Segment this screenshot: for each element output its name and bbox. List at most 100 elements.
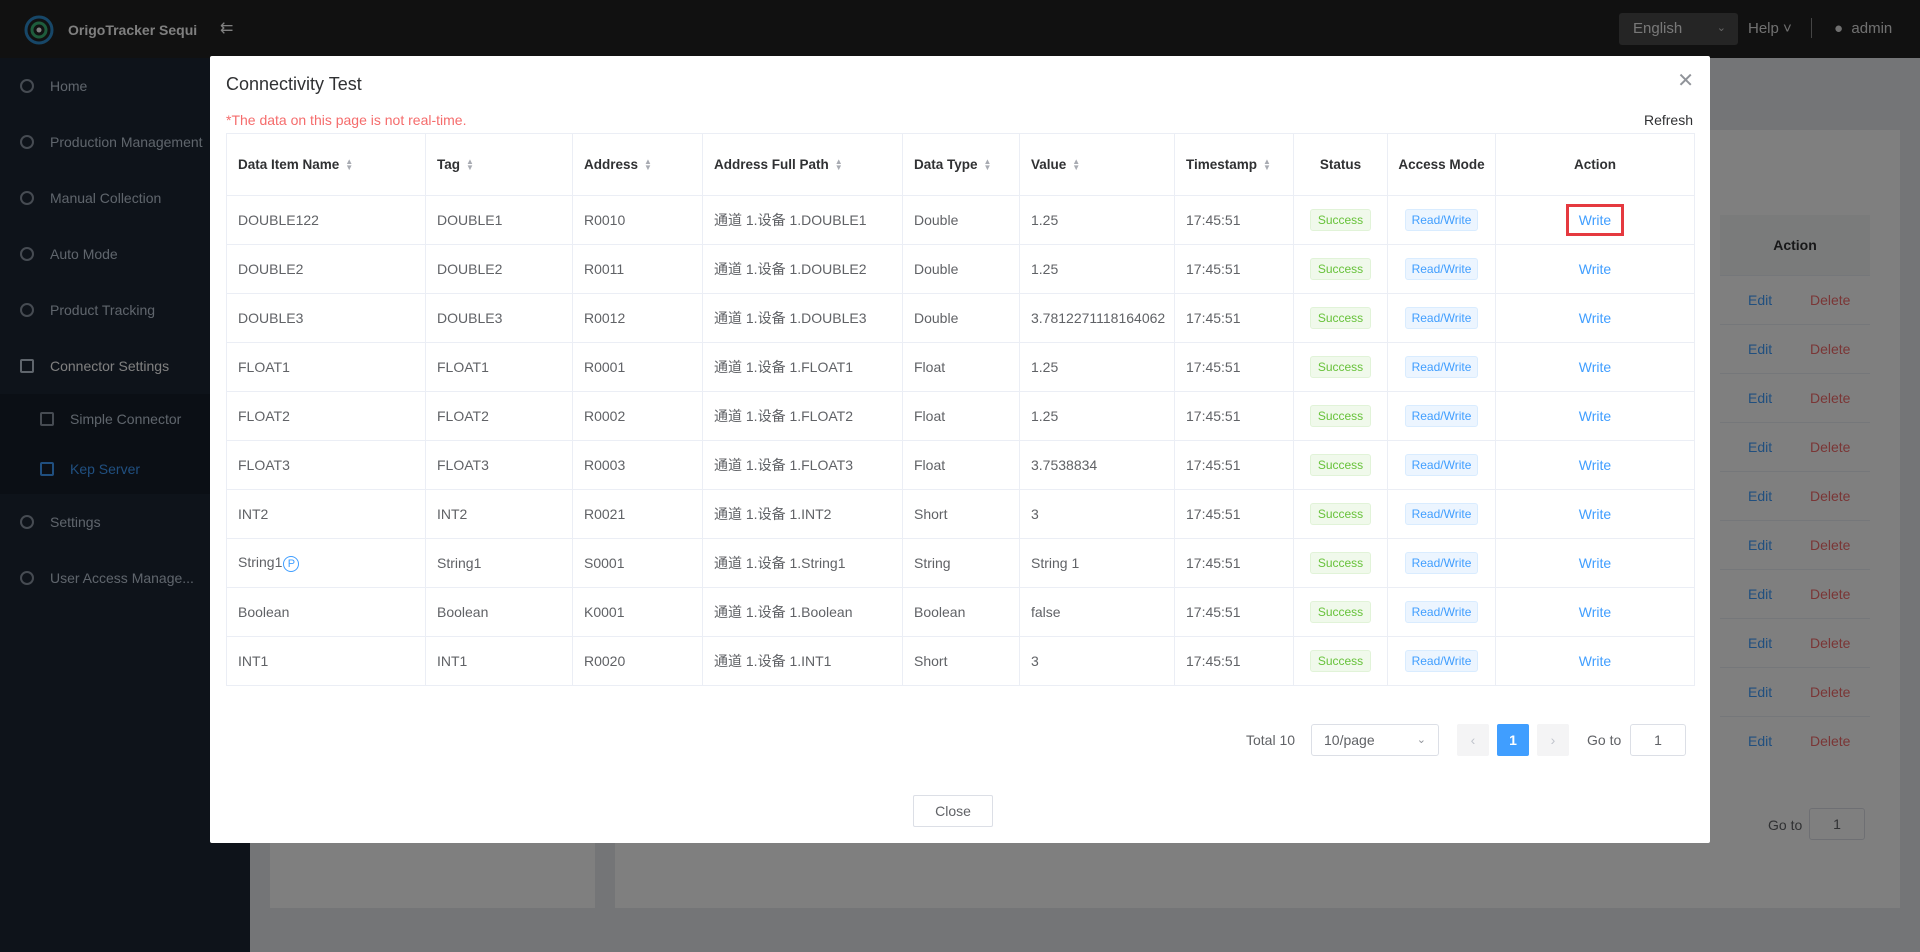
cell-name: DOUBLE2: [226, 244, 426, 294]
col-address-full-path[interactable]: Address Full Path ▲ ▼: [702, 133, 903, 196]
cell-tag: DOUBLE2: [425, 244, 573, 294]
write-button[interactable]: Write: [1578, 310, 1612, 326]
page-size-select[interactable]: 10/page ⌄: [1311, 724, 1439, 756]
cell-address: R0001: [572, 342, 703, 392]
cell-timestamp: 17:45:51: [1174, 489, 1294, 539]
write-button[interactable]: Write: [1578, 653, 1612, 669]
cell-name: DOUBLE3: [226, 293, 426, 343]
access-mode-badge: Read/Write: [1404, 601, 1479, 623]
table-row: DOUBLE122 DOUBLE1 R0010 通道 1.设备 1.DOUBLE1 Do…: [226, 195, 1695, 245]
cell-address: R0012: [572, 293, 703, 343]
cell-tag: DOUBLE1: [425, 195, 573, 245]
cell-data-type: Float: [902, 391, 1020, 441]
cell-address: R0020: [572, 636, 703, 686]
sort-caret-icon[interactable]: ▲ ▼: [1072, 157, 1081, 173]
cell-status: Success: [1293, 195, 1388, 245]
cell-name: FLOAT3: [226, 440, 426, 490]
col-value[interactable]: Value ▲ ▼: [1019, 133, 1175, 196]
write-button[interactable]: Write: [1578, 506, 1612, 522]
cell-tag: FLOAT1: [425, 342, 573, 392]
cell-data-type: Double: [902, 195, 1020, 245]
cell-value: 1.25: [1019, 195, 1175, 245]
refresh-button[interactable]: Refresh: [1643, 112, 1693, 128]
cell-value: String 1: [1019, 538, 1175, 588]
cell-full-path: 通道 1.设备 1.FLOAT1: [702, 342, 903, 392]
cell-action: Write: [1495, 244, 1695, 294]
cell-tag: INT2: [425, 489, 573, 539]
status-badge: Success: [1309, 258, 1372, 280]
dialog-title: Connectivity Test: [226, 74, 362, 94]
sort-caret-icon[interactable]: ▲ ▼: [983, 157, 992, 173]
write-button[interactable]: Write: [1578, 604, 1612, 620]
cell-name: FLOAT1: [226, 342, 426, 392]
access-mode-badge: Read/Write: [1404, 258, 1479, 280]
next-page-button[interactable]: ›: [1537, 724, 1569, 756]
status-badge: Success: [1309, 601, 1372, 623]
close-icon[interactable]: ✕: [1677, 70, 1694, 92]
write-button[interactable]: Write: [1578, 457, 1612, 473]
cell-full-path: 通道 1.设备 1.DOUBLE1: [702, 195, 903, 245]
sort-caret-icon[interactable]: ▲ ▼: [345, 157, 354, 173]
sort-caret-icon[interactable]: ▲ ▼: [834, 157, 843, 173]
status-badge: Success: [1309, 209, 1372, 231]
col-tag[interactable]: Tag ▲ ▼: [425, 133, 573, 196]
col-status: Status: [1293, 133, 1388, 196]
cell-access-mode: Read/Write: [1387, 342, 1496, 392]
cell-address: R0010: [572, 195, 703, 245]
badge-icon: P: [283, 555, 300, 572]
write-button[interactable]: Write: [1565, 204, 1625, 236]
cell-timestamp: 17:45:51: [1174, 342, 1294, 392]
goto-page-input[interactable]: 1: [1630, 724, 1686, 756]
col-address[interactable]: Address ▲ ▼: [572, 133, 703, 196]
col-data-type[interactable]: Data Type ▲ ▼: [902, 133, 1020, 196]
status-badge: Success: [1309, 552, 1372, 574]
table-row: FLOAT1 FLOAT1 R0001 通道 1.设备 1.FLOAT1 Float 1.…: [226, 342, 1695, 392]
prev-page-button[interactable]: ‹: [1457, 724, 1489, 756]
table-row: INT1 INT1 R0020 通道 1.设备 1.INT1 Short 3 17:45:5…: [226, 636, 1695, 686]
write-button[interactable]: Write: [1578, 261, 1612, 277]
close-button[interactable]: Close: [913, 795, 993, 827]
cell-value: 1.25: [1019, 342, 1175, 392]
cell-value: false: [1019, 587, 1175, 637]
cell-value: 1.25: [1019, 391, 1175, 441]
cell-address: R0002: [572, 391, 703, 441]
cell-name: Boolean: [226, 587, 426, 637]
access-mode-badge: Read/Write: [1404, 307, 1479, 329]
cell-status: Success: [1293, 587, 1388, 637]
cell-status: Success: [1293, 538, 1388, 588]
cell-action: Write: [1495, 489, 1695, 539]
status-badge: Success: [1309, 650, 1372, 672]
col-timestamp[interactable]: Timestamp ▲ ▼: [1174, 133, 1294, 196]
table-header-row: Data Item Name ▲ ▼ Tag ▲ ▼ Address ▲ ▼ Address…: [226, 133, 1695, 196]
access-mode-badge: Read/Write: [1404, 650, 1479, 672]
cell-access-mode: Read/Write: [1387, 391, 1496, 441]
sort-caret-icon[interactable]: ▲ ▼: [1263, 157, 1271, 173]
cell-tag: INT1: [425, 636, 573, 686]
write-button[interactable]: Write: [1578, 555, 1612, 571]
sort-caret-icon[interactable]: ▲ ▼: [644, 157, 652, 173]
cell-access-mode: Read/Write: [1387, 587, 1496, 637]
sort-caret-icon[interactable]: ▲ ▼: [466, 157, 474, 173]
cell-value: 3.7812271118164062: [1019, 293, 1175, 343]
page-number-current[interactable]: 1: [1497, 724, 1529, 756]
cell-action: Write: [1495, 587, 1695, 637]
cell-data-type: Float: [902, 342, 1020, 392]
cell-access-mode: Read/Write: [1387, 489, 1496, 539]
access-mode-badge: Read/Write: [1404, 356, 1479, 378]
cell-data-type: Boolean: [902, 587, 1020, 637]
table-row: FLOAT3 FLOAT3 R0003 通道 1.设备 1.FLOAT3 Float 3.…: [226, 440, 1695, 490]
cell-tag: FLOAT2: [425, 391, 573, 441]
write-button[interactable]: Write: [1578, 408, 1612, 424]
cell-status: Success: [1293, 293, 1388, 343]
table-row: FLOAT2 FLOAT2 R0002 通道 1.设备 1.FLOAT2 Float 1.…: [226, 391, 1695, 441]
access-mode-badge: Read/Write: [1404, 503, 1479, 525]
cell-status: Success: [1293, 636, 1388, 686]
write-button[interactable]: Write: [1578, 359, 1612, 375]
access-mode-badge: Read/Write: [1404, 454, 1479, 476]
col-data-item-name[interactable]: Data Item Name ▲ ▼: [226, 133, 426, 196]
cell-data-type: Short: [902, 636, 1020, 686]
cell-value: 1.25: [1019, 244, 1175, 294]
cell-tag: String1: [425, 538, 573, 588]
cell-full-path: 通道 1.设备 1.DOUBLE3: [702, 293, 903, 343]
access-mode-badge: Read/Write: [1404, 552, 1479, 574]
